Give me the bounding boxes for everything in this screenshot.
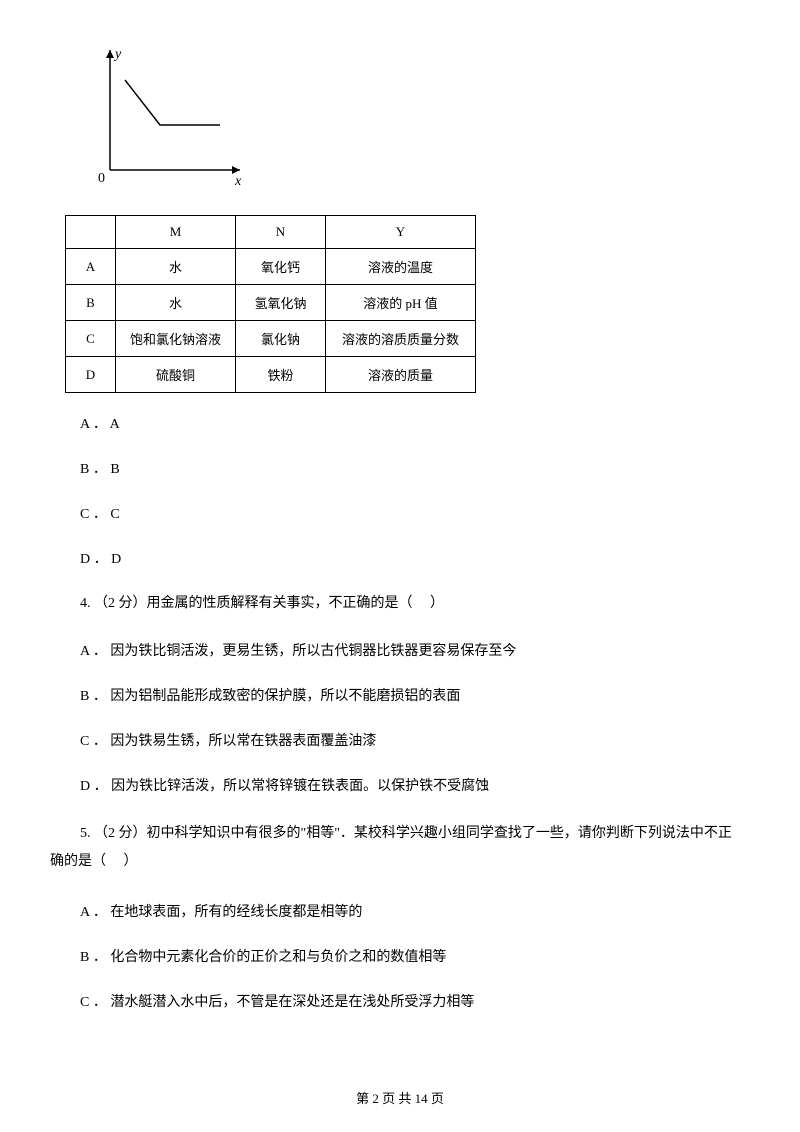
q4-option-d: D ． 因为铁比锌活泼，所以常将锌镀在铁表面。以保护铁不受腐蚀 <box>80 775 750 795</box>
q4-stem: 4. （2 分）用金属的性质解释有关事实，不正确的是（ ） <box>80 593 750 615</box>
table-row: C 饱和氯化钠溶液 氯化钠 溶液的溶质质量分数 <box>66 321 476 357</box>
q5-stem: 5. （2 分）初中科学知识中有很多的"相等"．某校科学兴趣小组同学查找了一些，… <box>50 820 750 876</box>
header-cell <box>66 216 116 249</box>
cell: 氧化钙 <box>236 249 326 285</box>
cell: B <box>66 285 116 321</box>
header-cell: Y <box>326 216 476 249</box>
q3-option-b: B ． B <box>80 458 750 478</box>
y-axis-label: y <box>113 47 122 62</box>
q5-option-b: B ． 化合物中元素化合价的正价之和与负价之和的数值相等 <box>80 946 750 966</box>
page-footer: 第 2 页 共 14 页 <box>0 1088 800 1107</box>
cell: 铁粉 <box>236 357 326 393</box>
q3-option-c: C ． C <box>80 503 750 523</box>
cell: A <box>66 249 116 285</box>
header-cell: N <box>236 216 326 249</box>
q4-option-a: A ． 因为铁比铜活泼，更易生锈，所以古代铜器比铁器更容易保存至今 <box>80 640 750 660</box>
cell: 溶液的溶质质量分数 <box>326 321 476 357</box>
cell: 水 <box>116 249 236 285</box>
cell: 溶液的质量 <box>326 357 476 393</box>
table-row: A 水 氧化钙 溶液的温度 <box>66 249 476 285</box>
cell: 饱和氯化钠溶液 <box>116 321 236 357</box>
q5-stem-line1: 5. （2 分）初中科学知识中有很多的"相等"．某校科学兴趣小组同学查找了一些，… <box>50 820 750 848</box>
x-axis-label: x <box>234 174 242 189</box>
line-chart: 0 x y <box>80 40 750 195</box>
q5-option-a: A ． 在地球表面，所有的经线长度都是相等的 <box>80 901 750 921</box>
cell: D <box>66 357 116 393</box>
q3-option-d: D ． D <box>80 548 750 568</box>
table-row: D 硫酸铜 铁粉 溶液的质量 <box>66 357 476 393</box>
table-header-row: M N Y <box>66 216 476 249</box>
header-cell: M <box>116 216 236 249</box>
cell: 溶液的温度 <box>326 249 476 285</box>
q4-option-c: C ． 因为铁易生锈，所以常在铁器表面覆盖油漆 <box>80 730 750 750</box>
cell: C <box>66 321 116 357</box>
q4-option-b: B ． 因为铝制品能形成致密的保护膜，所以不能磨损铝的表面 <box>80 685 750 705</box>
cell: 氢氧化钠 <box>236 285 326 321</box>
data-table: M N Y A 水 氧化钙 溶液的温度 B 水 氢氧化钠 溶液的 pH 值 C … <box>65 215 476 393</box>
q5-stem-line2: 确的是（ ） <box>50 848 750 876</box>
table-row: B 水 氢氧化钠 溶液的 pH 值 <box>66 285 476 321</box>
cell: 硫酸铜 <box>116 357 236 393</box>
q5-option-c: C ． 潜水艇潜入水中后，不管是在深处还是在浅处所受浮力相等 <box>80 991 750 1011</box>
origin-label: 0 <box>98 171 105 186</box>
cell: 水 <box>116 285 236 321</box>
q3-option-a: A ． A <box>80 413 750 433</box>
cell: 氯化钠 <box>236 321 326 357</box>
chart-svg: 0 x y <box>80 40 250 190</box>
cell: 溶液的 pH 值 <box>326 285 476 321</box>
